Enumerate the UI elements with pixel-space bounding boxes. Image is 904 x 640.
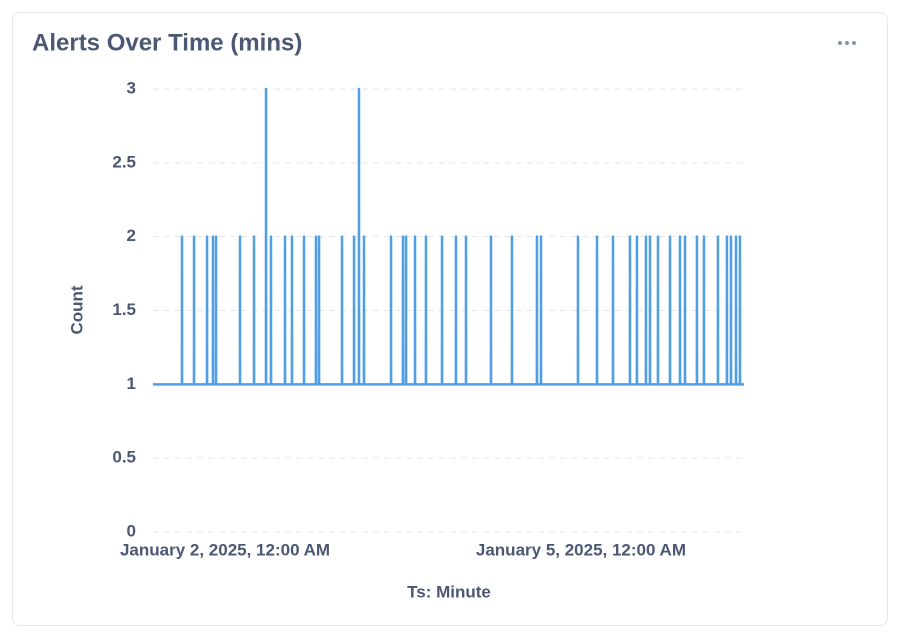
menu-dot bbox=[838, 41, 842, 45]
line-series bbox=[153, 87, 744, 386]
y-tick-label: 3 bbox=[127, 78, 136, 97]
x-axis-label: Ts: Minute bbox=[407, 582, 491, 601]
menu-dot bbox=[852, 41, 856, 45]
more-menu[interactable] bbox=[838, 41, 856, 45]
y-axis-label: Count bbox=[67, 285, 86, 334]
y-tick-label: 0 bbox=[127, 521, 136, 540]
x-tick-label: January 2, 2025, 12:00 AM bbox=[120, 540, 330, 559]
y-tick-label: 0.5 bbox=[112, 448, 136, 467]
y-tick-label: 1.5 bbox=[112, 300, 136, 319]
y-tick-label: 2.5 bbox=[112, 152, 136, 171]
chart-title: Alerts Over Time (mins) bbox=[32, 29, 302, 56]
card bbox=[12, 12, 888, 626]
x-tick-label: January 5, 2025, 12:00 AM bbox=[476, 540, 686, 559]
y-tick-label: 1 bbox=[127, 374, 136, 393]
y-tick-label: 2 bbox=[127, 226, 136, 245]
menu-dot bbox=[845, 41, 849, 45]
